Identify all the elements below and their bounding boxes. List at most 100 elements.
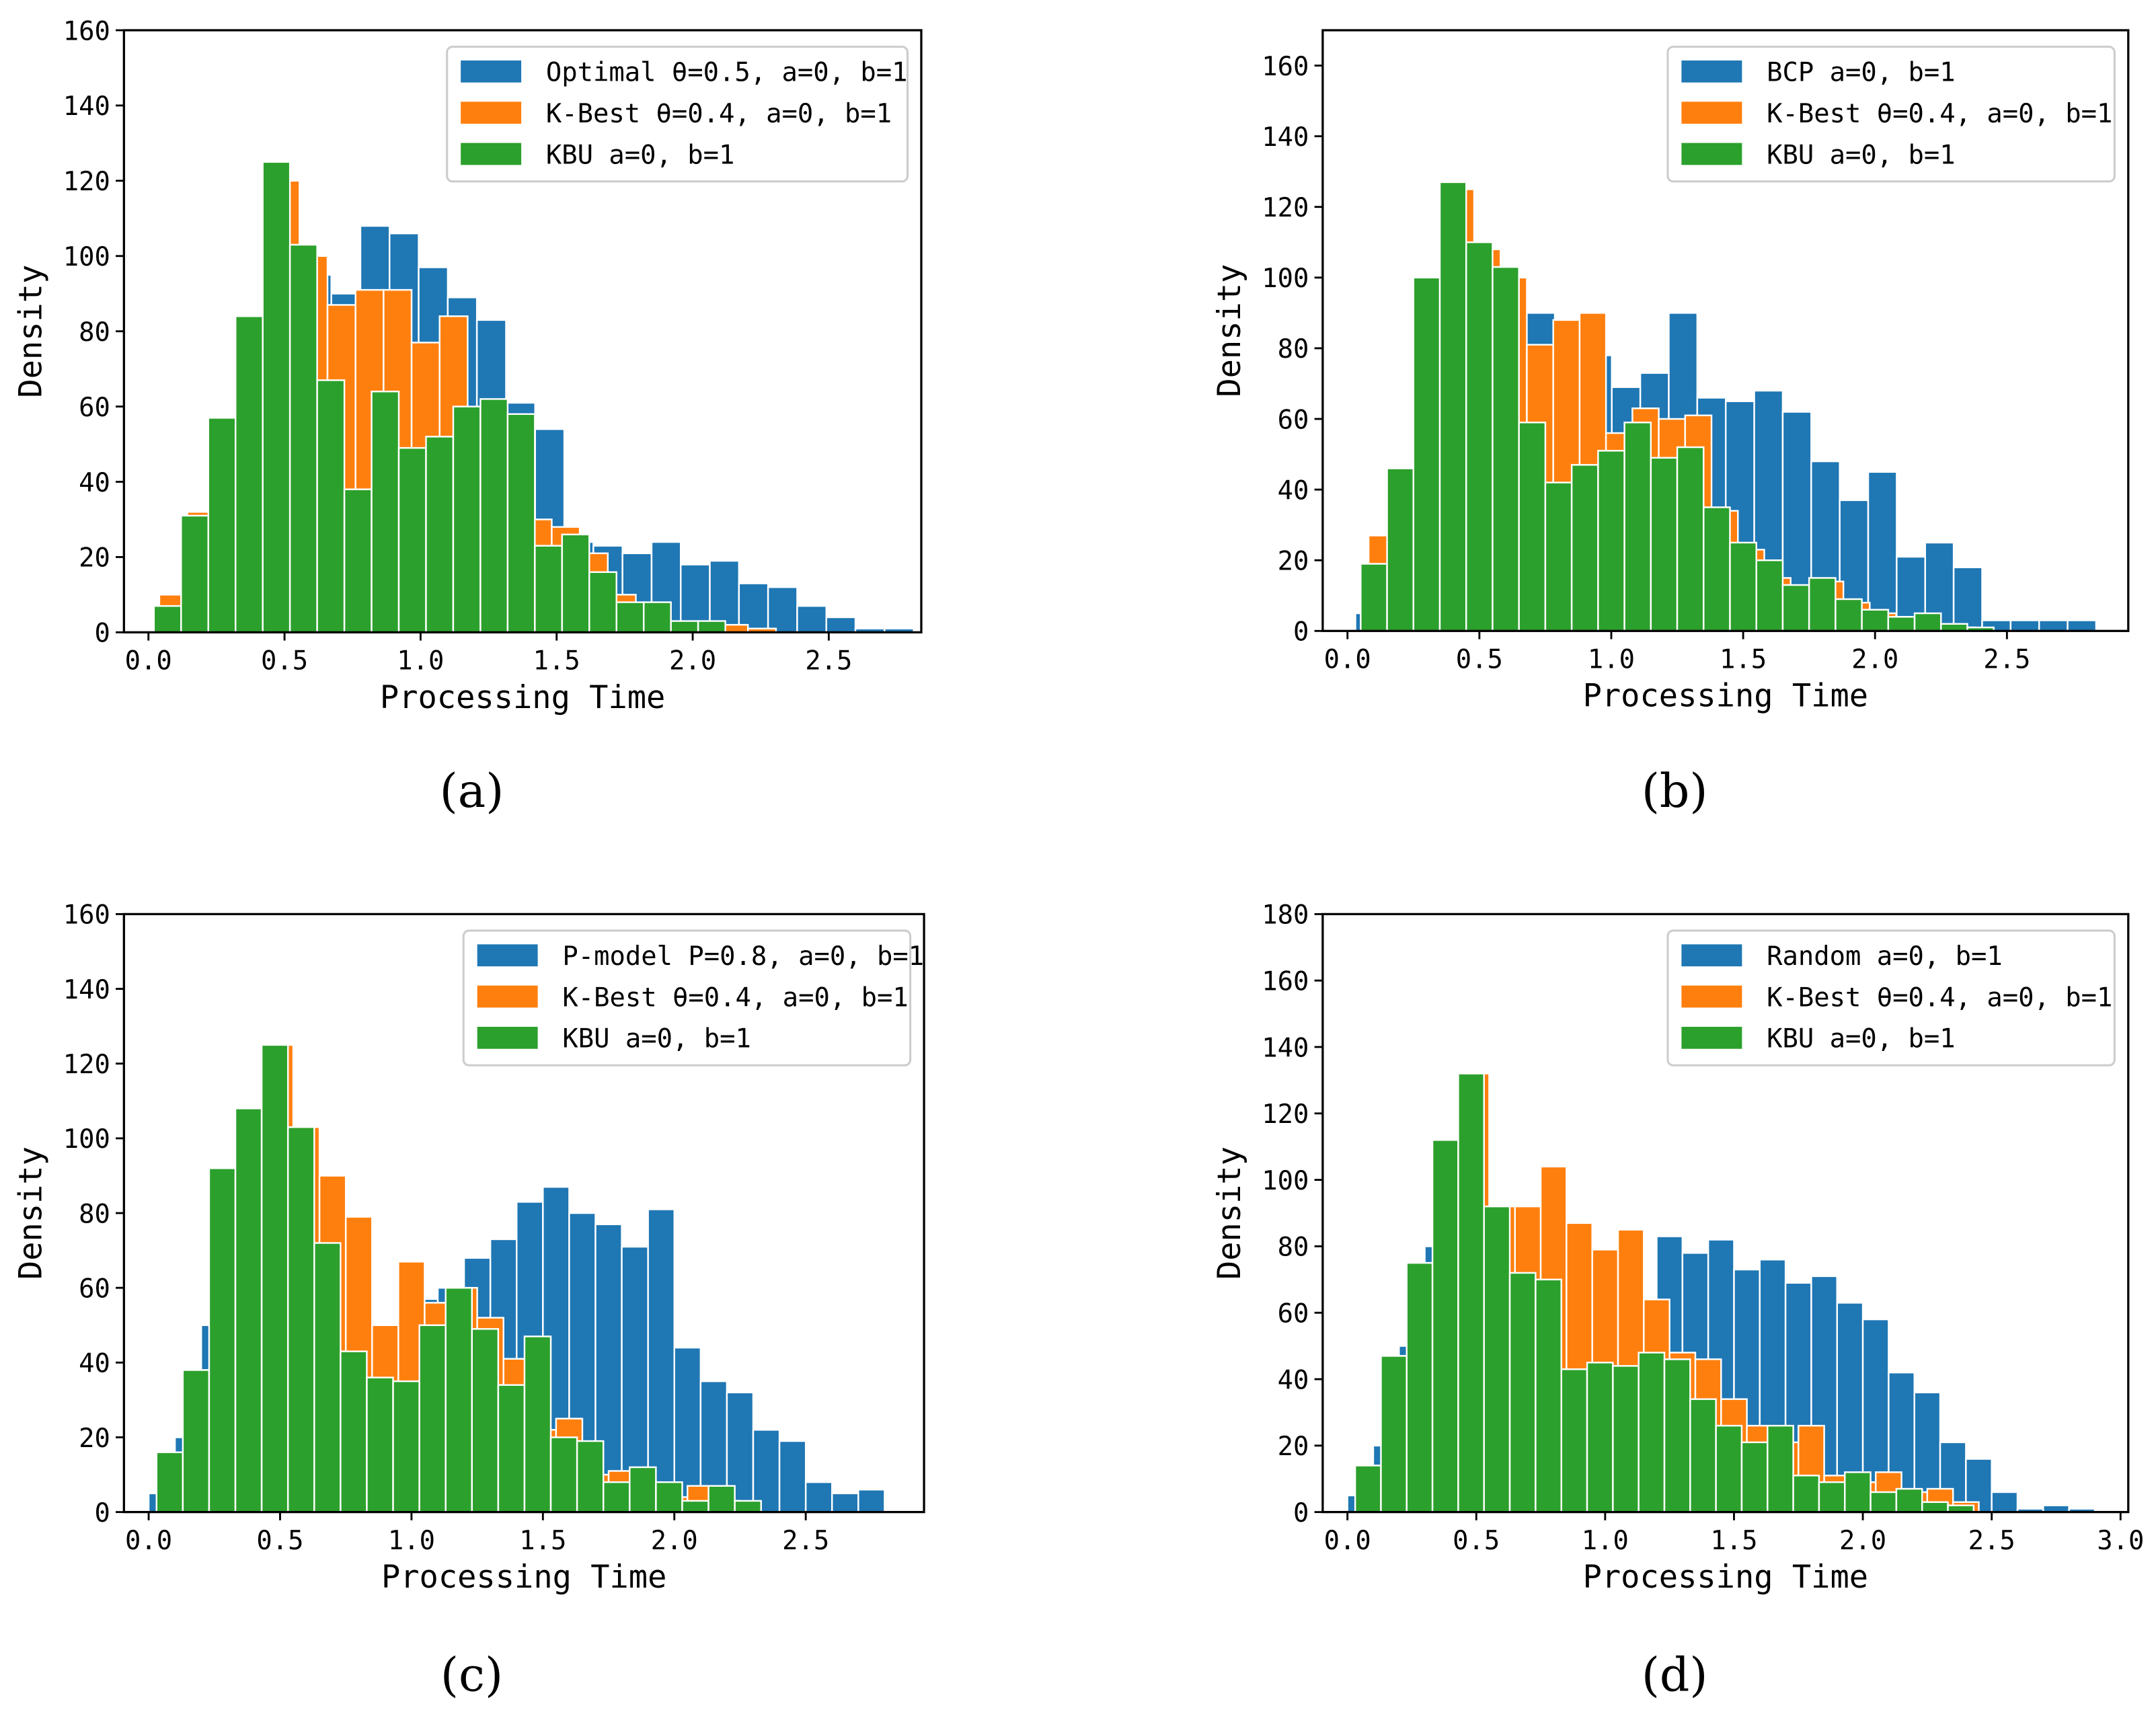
- histogram-bar: [1406, 1261, 1434, 1513]
- chart-panel-c: 0.0 0.5 1.0 1.5 2.0 2.5 0 20 40 60 80 100 120 140 160 P…: [13, 900, 925, 1702]
- x-axis-label: Processing Time: [1583, 678, 1868, 715]
- histogram-bar: [534, 545, 564, 633]
- x-tick-label: 3.0: [2097, 1526, 2144, 1556]
- histogram-bar: [425, 436, 455, 633]
- histogram-bar: [1913, 612, 1942, 632]
- legend-swatch: [1681, 985, 1742, 1008]
- histogram-bar: [313, 1242, 342, 1513]
- y-tick-label: 60: [79, 393, 110, 423]
- y-tick-label: 160: [1262, 52, 1309, 82]
- subfigure-caption: (a): [440, 764, 504, 818]
- histogram-bar: [734, 1500, 762, 1513]
- histogram-bar: [1354, 1465, 1382, 1513]
- y-tick-label: 80: [79, 317, 110, 348]
- y-tick-label: 0: [1293, 617, 1309, 648]
- histogram-bar: [1895, 1487, 1923, 1513]
- histogram-bar: [262, 161, 291, 633]
- histogram-bar: [452, 405, 482, 633]
- x-tick-label: 0.5: [1453, 1526, 1500, 1556]
- legend-label: K-Best θ=0.4, a=0, b=1: [1767, 99, 2112, 129]
- histogram-bar: [2038, 619, 2069, 632]
- histogram-bar: [1508, 1272, 1537, 1513]
- y-tick-label: 0: [94, 1498, 110, 1528]
- legend-swatch: [477, 985, 538, 1008]
- legend-label: Random a=0, b=1: [1767, 941, 2003, 972]
- legend: Optimal θ=0.5, a=0, b=1 K-Best θ=0.4, a=0…: [446, 45, 909, 183]
- x-tick-label: 1.0: [397, 646, 444, 676]
- histogram-bar: [1612, 1365, 1640, 1513]
- histogram-bar: [825, 616, 857, 633]
- legend-label: KBU a=0, b=1: [546, 140, 735, 170]
- y-tick-label: 140: [1262, 122, 1309, 153]
- x-tick-label: 0.0: [1324, 1526, 1371, 1556]
- histogram-bar: [1380, 1355, 1408, 1513]
- x-tick-label: 0.5: [1456, 644, 1503, 674]
- legend-label: KBU a=0, b=1: [562, 1024, 751, 1054]
- histogram-bar: [1835, 598, 1863, 632]
- y-tick-label: 0: [1293, 1498, 1309, 1528]
- histogram-bar: [1544, 481, 1573, 632]
- y-tick-label: 40: [79, 1349, 110, 1379]
- legend-swatch: [461, 60, 522, 83]
- y-tick-label: 100: [63, 242, 110, 272]
- histogram-bar: [2009, 619, 2040, 632]
- series-green: [1354, 1073, 1975, 1513]
- histogram-bar: [629, 1466, 657, 1513]
- histogram-bar: [471, 1328, 500, 1513]
- y-tick-label: 40: [1278, 475, 1309, 506]
- axes-frame: [1321, 29, 2130, 632]
- x-tick-label: 0.0: [1324, 644, 1371, 674]
- legend-swatch: [461, 143, 522, 165]
- y-axis-label: Density: [13, 265, 50, 398]
- histogram-bar: [1360, 563, 1388, 632]
- x-tick-label: 0.0: [125, 646, 172, 676]
- histogram-bar: [343, 488, 373, 633]
- histogram-bar: [180, 514, 209, 633]
- histogram-bar: [576, 1440, 605, 1513]
- x-tick-label: 1.0: [1588, 644, 1635, 674]
- histogram-bar: [506, 413, 536, 633]
- histogram-bar: [1483, 1205, 1511, 1513]
- histogram-bar: [831, 1492, 859, 1513]
- x-tick-label: 2.0: [669, 646, 716, 676]
- x-tick-label: 2.5: [1983, 644, 2030, 674]
- histogram-bar: [647, 1208, 675, 1513]
- y-tick-label: 100: [1262, 264, 1309, 294]
- chart-panel-d: 0.0 0.5 1.0 1.5 2.0 2.5 3.0 0 20 40 60 80 100 120 140 1…: [1211, 900, 2144, 1703]
- histogram-bar: [1887, 616, 1916, 632]
- histogram-bar: [561, 533, 590, 633]
- subfigure-caption: (c): [440, 1647, 503, 1702]
- histogram-bar: [288, 243, 318, 633]
- series-green: [155, 1044, 762, 1513]
- histogram-bar: [418, 1324, 447, 1513]
- legend-label: KBU a=0, b=1: [1767, 140, 1956, 170]
- x-tick-label: 0.5: [261, 646, 308, 676]
- y-tick-label: 120: [63, 167, 110, 197]
- histogram-bar: [1586, 1362, 1614, 1513]
- histogram-bar: [752, 1429, 781, 1513]
- y-tick-label: 180: [1262, 900, 1309, 931]
- y-axis-label: Density: [1211, 1147, 1248, 1280]
- legend-box: [462, 929, 912, 1066]
- histogram-bar: [392, 1380, 420, 1513]
- x-tick-label: 1.0: [1582, 1526, 1629, 1556]
- histogram-bar: [670, 620, 699, 633]
- histogram-bar: [804, 1481, 833, 1513]
- legend-label: K-Best θ=0.4, a=0, b=1: [562, 982, 908, 1013]
- series-green: [153, 161, 726, 633]
- histogram-bar: [153, 605, 182, 633]
- y-tick-label: 160: [1262, 967, 1309, 997]
- y-tick-label: 0: [94, 619, 110, 649]
- x-tick-label: 1.5: [519, 1526, 566, 1556]
- histogram-bar: [1861, 609, 1890, 632]
- subfigure-caption: (b): [1642, 764, 1708, 818]
- histogram-bar: [1457, 1073, 1485, 1513]
- histogram-bar: [1431, 1139, 1459, 1513]
- x-tick-label: 1.5: [1710, 1526, 1757, 1556]
- x-tick-label: 0.0: [125, 1526, 172, 1556]
- histogram-bar: [182, 1369, 210, 1513]
- legend: Random a=0, b=1 K-Best θ=0.4, a=0, b=1 KBU…: [1666, 929, 2116, 1066]
- histogram-bar: [1818, 1481, 1846, 1513]
- histogram-bar: [1412, 276, 1441, 632]
- x-axis-label: Processing Time: [380, 679, 665, 716]
